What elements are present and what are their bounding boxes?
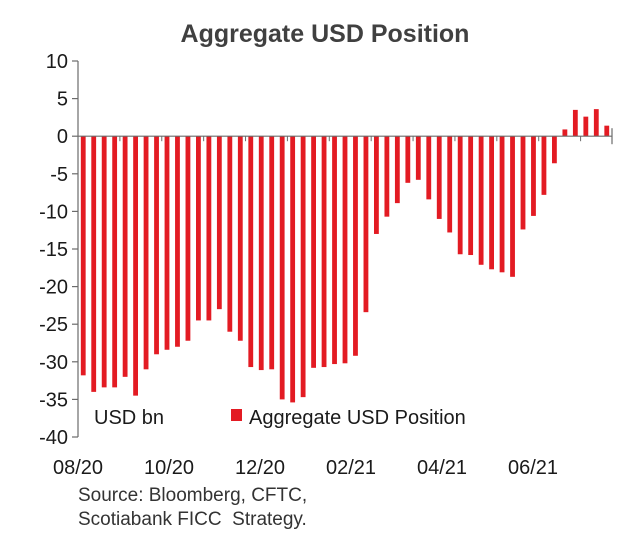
bar — [562, 129, 568, 137]
bar — [101, 136, 107, 388]
y-tick-label: 0 — [57, 126, 68, 148]
bar — [80, 136, 86, 376]
bar — [332, 136, 337, 365]
x-tick-label: 06/21 — [508, 457, 558, 479]
bar — [164, 136, 170, 350]
bar — [405, 136, 411, 183]
bar — [436, 136, 442, 219]
bar — [321, 136, 327, 368]
bar — [499, 136, 505, 273]
y-tick-label: -5 — [50, 164, 68, 186]
x-tick-label: 04/21 — [417, 457, 467, 479]
y-tick-label: -20 — [39, 277, 68, 299]
legend-label: Aggregate USD Position — [249, 407, 466, 429]
bar — [248, 136, 254, 368]
source-line-1: Source: Bloomberg, CFTC, — [78, 485, 308, 506]
bar — [363, 136, 369, 313]
unit-label: USD bn — [94, 407, 164, 429]
x-tick-label: 10/20 — [144, 457, 194, 479]
y-axis: 10 5 0 -5 -10 -15 -20 -25 -30 -35 -40 — [39, 51, 79, 449]
bar — [237, 136, 243, 341]
bar — [426, 136, 432, 200]
bar — [541, 136, 547, 195]
bar — [478, 136, 484, 265]
bar — [394, 136, 400, 204]
y-tick-label: -15 — [39, 239, 68, 261]
bar — [91, 136, 97, 392]
bar — [206, 136, 212, 321]
bar — [154, 136, 159, 355]
bar — [279, 136, 285, 400]
bar — [290, 136, 296, 403]
bar — [122, 136, 128, 377]
bar — [353, 136, 358, 356]
legend-swatch — [231, 409, 242, 421]
bar — [374, 136, 379, 234]
bar — [185, 136, 191, 341]
x-tick-label: 12/20 — [235, 457, 285, 479]
bar — [531, 136, 536, 216]
bar — [447, 136, 453, 233]
bar — [572, 109, 578, 137]
bar — [196, 136, 201, 321]
source-note: Source: Bloomberg, CFTC, Scotiabank FICC… — [78, 484, 307, 532]
source-line-2: Scotiabank FICC Strategy. — [78, 509, 307, 530]
bar — [311, 136, 316, 368]
y-tick-label: -35 — [39, 389, 68, 411]
bar — [489, 136, 494, 270]
bar — [269, 136, 275, 370]
bar — [175, 136, 180, 347]
bar — [216, 136, 222, 310]
legend: Aggregate USD Position — [231, 407, 466, 429]
bar — [258, 136, 264, 371]
bar — [593, 109, 599, 137]
bar — [133, 136, 138, 396]
bar-series — [80, 109, 610, 403]
y-tick-label: -40 — [39, 427, 68, 449]
y-tick-label: -30 — [39, 352, 68, 374]
bar — [583, 116, 589, 137]
y-tick-label: 10 — [46, 51, 68, 73]
bar — [300, 136, 306, 398]
bar — [384, 136, 390, 217]
bar — [604, 125, 610, 137]
x-tick-label: 08/20 — [53, 457, 103, 479]
x-tick-label: 02/21 — [326, 457, 376, 479]
bar — [415, 136, 421, 180]
bar — [520, 136, 526, 230]
y-tick-label: -25 — [39, 314, 68, 336]
y-tick-label: -10 — [39, 201, 68, 223]
bar — [510, 136, 515, 277]
bar — [552, 136, 557, 164]
bar — [227, 136, 233, 332]
y-tick-label: 5 — [57, 89, 68, 111]
bar — [143, 136, 149, 370]
chart-title: Aggregate USD Position — [181, 20, 470, 48]
bar — [468, 136, 474, 256]
bar — [457, 136, 463, 255]
bar — [342, 136, 348, 364]
x-axis: 08/20 10/20 12/20 02/21 04/21 06/21 — [53, 128, 613, 479]
bar — [112, 136, 118, 388]
